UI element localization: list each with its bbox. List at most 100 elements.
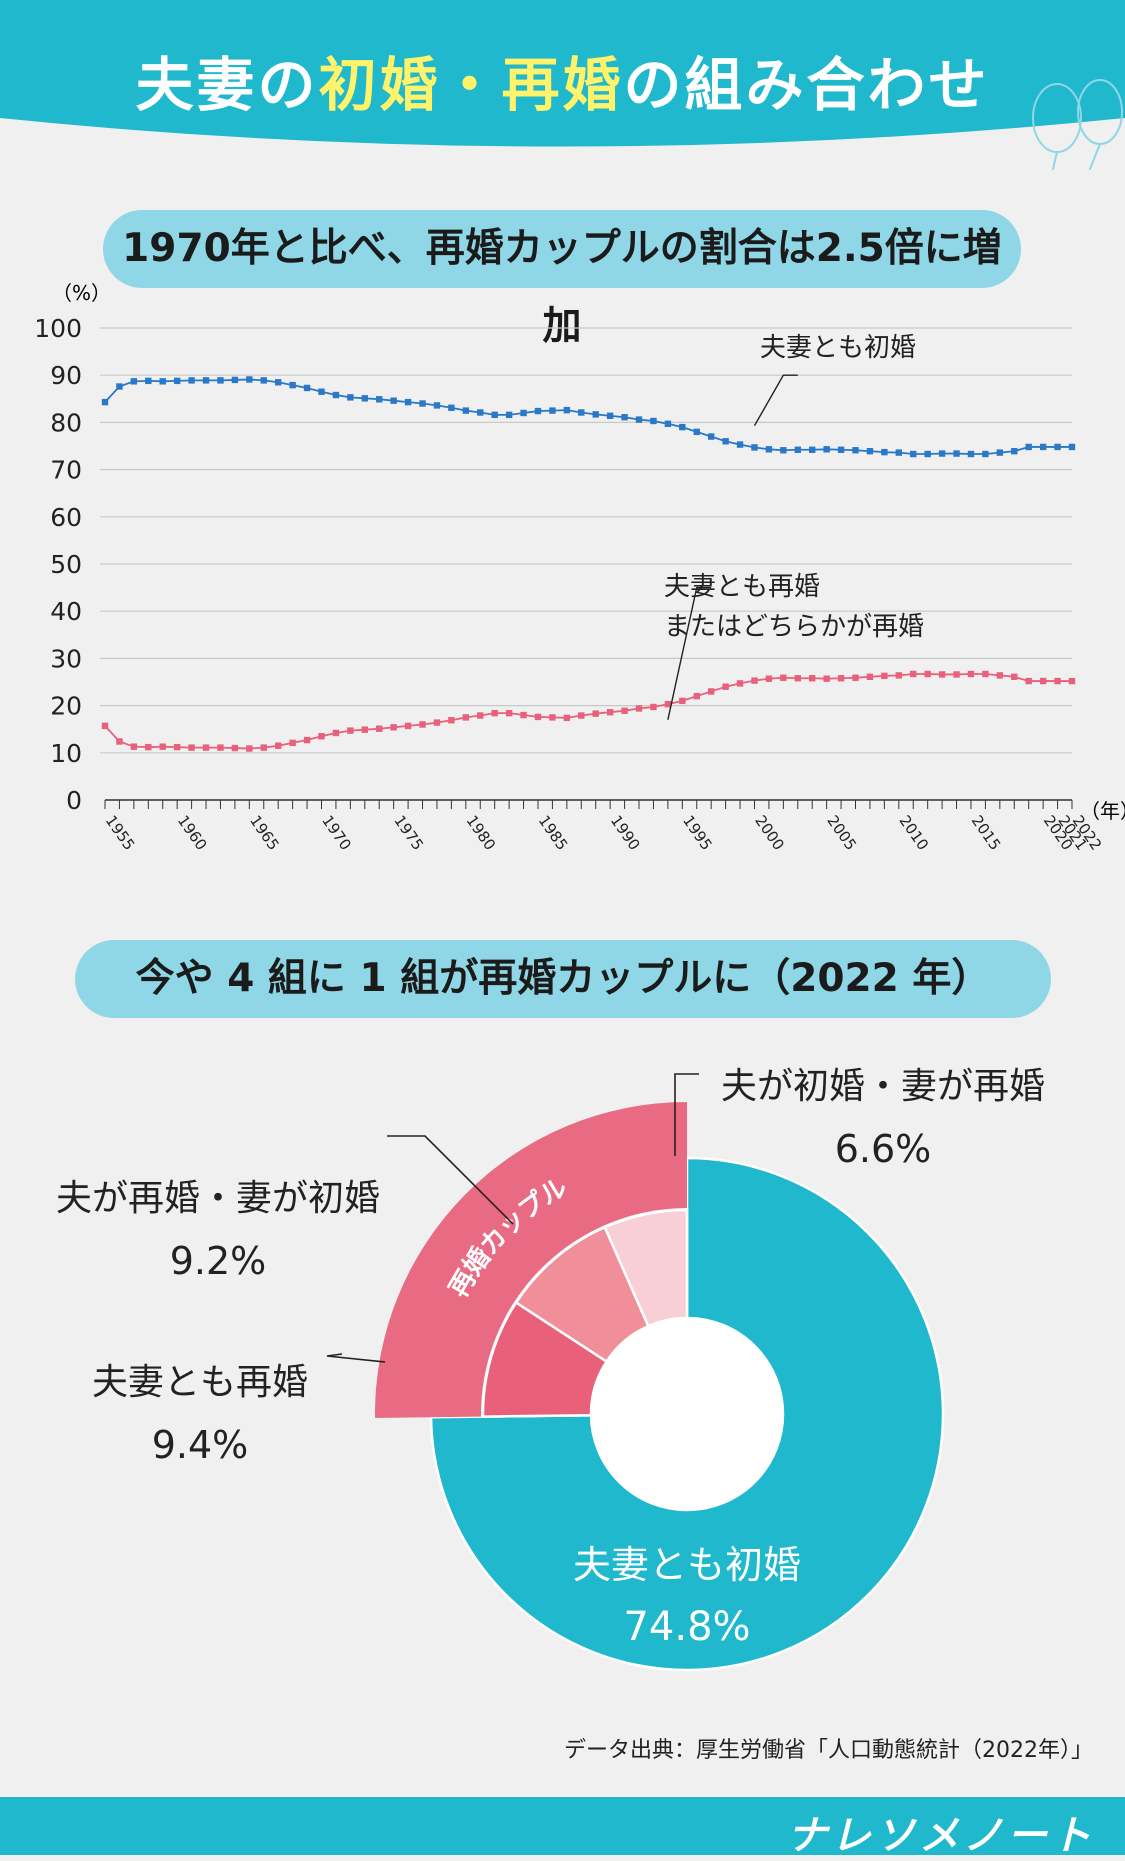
x-tick-label: 1980 — [463, 812, 500, 850]
data-point — [505, 411, 513, 419]
data-point — [130, 743, 138, 750]
data-point — [1025, 443, 1032, 451]
data-point — [722, 683, 729, 690]
data-point — [246, 376, 253, 383]
series-line — [104, 378, 1072, 455]
data-point — [606, 709, 614, 716]
data-source-note: データ出典：厚生労働省「人口動態統計（2022年）」 — [564, 1738, 1093, 1763]
data-point — [837, 675, 845, 682]
section2-heading: 今や 4 組に 1 組が再婚カップルに（2022 年） — [75, 940, 1051, 1018]
data-point — [101, 722, 109, 730]
brand-logo: ナレソメノート — [787, 1813, 1095, 1859]
data-point — [650, 417, 657, 425]
data-point — [809, 675, 816, 682]
remarriage-band — [375, 1102, 687, 1418]
data-point — [1068, 677, 1076, 685]
data-point — [390, 397, 397, 404]
data-point — [260, 377, 267, 384]
data-point — [1039, 443, 1047, 451]
data-point — [433, 402, 441, 409]
data-point — [736, 680, 744, 687]
data-point — [910, 670, 917, 678]
data-point — [202, 377, 210, 384]
donut-hole — [591, 1318, 783, 1510]
data-point — [967, 450, 975, 458]
data-point — [274, 742, 282, 749]
data-point — [289, 739, 296, 747]
series-line — [104, 673, 1072, 750]
data-point — [1068, 443, 1076, 451]
x-tick-label: 2010 — [896, 812, 933, 850]
data-point — [318, 388, 325, 395]
x-tick-label: 1995 — [679, 812, 716, 850]
data-point — [895, 449, 903, 456]
x-tick-label: 1975 — [390, 812, 427, 850]
data-point — [866, 447, 874, 455]
data-point — [376, 396, 383, 403]
data-point — [707, 433, 715, 440]
data-point — [765, 675, 773, 682]
y-tick-label: 90 — [50, 361, 82, 390]
data-point — [303, 736, 311, 744]
data-point — [736, 441, 744, 448]
data-point — [823, 675, 830, 682]
data-point — [679, 423, 686, 431]
title-part1: 夫妻の — [135, 51, 319, 119]
data-point — [837, 446, 845, 453]
annotation-leader — [753, 374, 798, 427]
data-point — [881, 448, 888, 456]
data-point — [361, 395, 368, 402]
data-point — [173, 377, 181, 385]
data-point — [462, 714, 470, 721]
annotation-first-marriage: 夫妻とも初婚 — [760, 333, 916, 363]
data-point — [347, 394, 354, 401]
y-tick-label: 60 — [50, 503, 82, 532]
data-point — [664, 420, 672, 428]
data-point — [924, 450, 931, 458]
data-point — [953, 671, 960, 678]
data-point — [433, 719, 441, 726]
data-point — [563, 406, 571, 414]
data-point — [1039, 677, 1047, 685]
x-tick-label: 2015 — [968, 812, 1005, 850]
x-tick-label: 1985 — [535, 812, 572, 850]
data-point — [650, 703, 657, 711]
data-point — [520, 711, 527, 719]
data-point — [664, 700, 672, 708]
data-point — [347, 727, 354, 734]
data-point — [1025, 677, 1032, 685]
header-wave — [0, 0, 1125, 147]
data-point — [390, 724, 397, 731]
data-point — [231, 376, 239, 384]
slice-leader-line — [326, 1353, 386, 1363]
data-point — [621, 707, 628, 714]
data-point — [188, 744, 195, 751]
x-tick-label: 1965 — [246, 812, 283, 850]
data-point — [881, 672, 888, 680]
data-point — [101, 398, 109, 406]
data-point — [534, 407, 542, 415]
y-tick-label: 40 — [50, 597, 82, 626]
data-point — [462, 407, 470, 414]
balloons-icon — [1032, 79, 1123, 170]
data-point — [1011, 673, 1018, 681]
data-point — [592, 411, 599, 418]
slice-leader-line — [387, 1135, 514, 1225]
data-point — [477, 712, 484, 719]
x-axis-unit-label: （年） — [1080, 799, 1125, 823]
data-point — [217, 377, 224, 384]
data-point — [289, 381, 296, 389]
data-point — [549, 714, 556, 721]
annotation-leader — [667, 586, 712, 720]
data-point — [159, 743, 166, 750]
data-point — [606, 412, 614, 419]
data-point — [852, 447, 859, 454]
data-point — [188, 377, 195, 384]
y-tick-label: 20 — [50, 692, 82, 721]
data-point — [852, 674, 859, 681]
data-point — [1054, 443, 1061, 451]
data-point — [679, 697, 686, 705]
y-tick-label: 100 — [34, 314, 82, 343]
data-point — [693, 428, 700, 436]
data-point — [1011, 447, 1018, 455]
